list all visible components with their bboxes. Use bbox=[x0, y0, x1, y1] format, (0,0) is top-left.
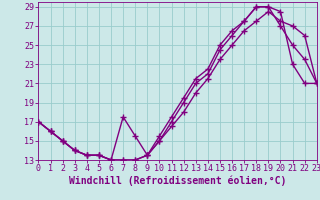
X-axis label: Windchill (Refroidissement éolien,°C): Windchill (Refroidissement éolien,°C) bbox=[69, 176, 286, 186]
